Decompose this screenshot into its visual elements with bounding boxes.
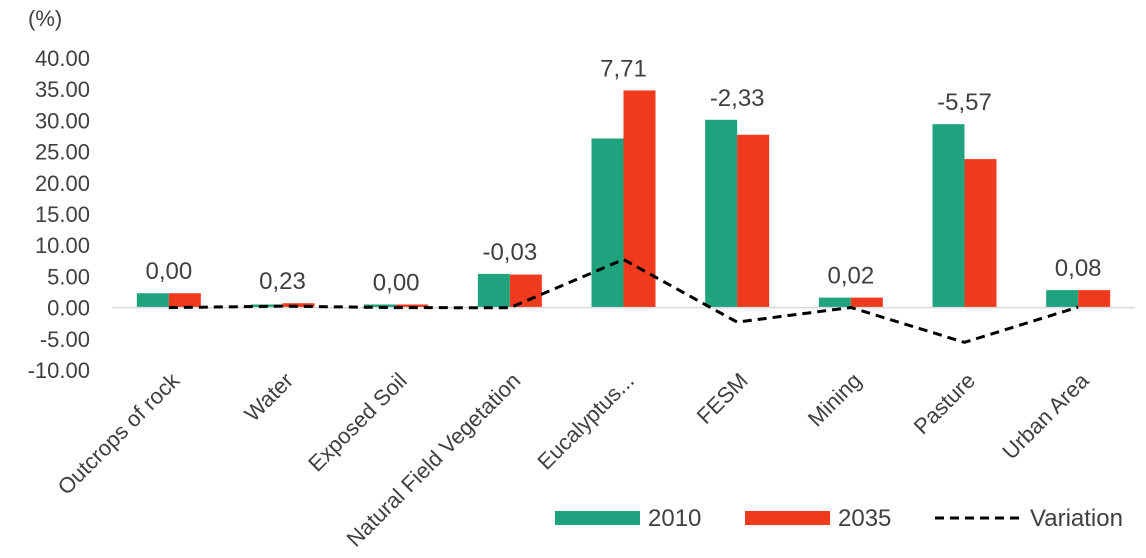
data-label-pasture: -5,57 [937, 89, 992, 116]
bar-2035-exposed-soil [396, 304, 429, 308]
x-tick-label-mining: Mining [803, 368, 867, 432]
bar-2010-outcrops-of-rock [136, 293, 169, 308]
y-tick-label: -10.00 [28, 358, 90, 383]
variation-line [168, 257, 1079, 344]
y-axis-ticks: 40.00 35.00 30.00 25.00 20.00 15.00 10.00 5.00 0… [28, 46, 90, 383]
bars [136, 90, 1111, 308]
x-tick-label-exposed-soil: Exposed Soil [303, 368, 411, 476]
bar-2035-urban-area [1078, 290, 1111, 308]
data-label-eucalyptus: 7,71 [600, 55, 647, 82]
legend: 2010 2035 Variation [555, 505, 1123, 532]
bar-2035-outcrops-of-rock [168, 293, 201, 308]
bar-2035-pasture [964, 159, 997, 308]
y-axis-label: (%) [28, 6, 62, 31]
bar-2010-natural-field-vegetation [477, 273, 510, 308]
bar-2035-eucalyptus [623, 90, 656, 308]
y-tick-label: 5.00 [47, 264, 90, 289]
bar-2010-urban-area [1046, 290, 1079, 308]
bar-2035-water [282, 303, 315, 308]
data-label-mining: 0,02 [827, 263, 874, 290]
y-tick-label: 25.00 [35, 140, 90, 165]
y-tick-label: 0.00 [47, 296, 90, 321]
bar-2010-mining [818, 297, 851, 308]
legend-label-variation: Variation [1030, 505, 1123, 532]
bar-2035-fesm [737, 134, 770, 308]
bar-2010-fesm [705, 119, 738, 308]
data-label-outcrops-of-rock: 0,00 [145, 258, 192, 285]
x-tick-label-fesm: FESM [692, 368, 753, 429]
bar-2035-natural-field-vegetation [509, 274, 542, 308]
y-tick-label: 35.00 [35, 77, 90, 102]
x-tick-label-pasture: Pasture [909, 368, 980, 439]
x-tick-label-eucalyptus: Eucalyptus... [532, 368, 639, 475]
y-tick-label: 10.00 [35, 233, 90, 258]
data-label-water: 0,23 [259, 268, 306, 295]
variation-line-group [168, 257, 1079, 344]
bar-2035-mining [850, 297, 883, 308]
legend-label-2035: 2035 [838, 505, 891, 532]
data-labels: 0,00 0,23 0,00 -0,03 7,71 -2,33 0,02 -5,57 0,08 [145, 55, 1101, 296]
y-tick-label: 40.00 [35, 46, 90, 71]
bar-2010-pasture [932, 124, 965, 308]
x-tick-label-urban-area: Urban Area [997, 367, 1094, 464]
y-tick-label: 15.00 [35, 202, 90, 227]
y-tick-label: -5.00 [40, 327, 90, 352]
data-label-natural-field-vegetation: -0,03 [482, 239, 537, 266]
legend-label-2010: 2010 [648, 505, 701, 532]
y-tick-label: 20.00 [35, 171, 90, 196]
x-tick-label-water: Water [239, 368, 298, 427]
legend-swatch-2010 [555, 511, 640, 525]
x-tick-label-outcrops-of-rock: Outcrops of rock [53, 367, 186, 500]
data-label-exposed-soil: 0,00 [373, 269, 420, 296]
legend-swatch-2035 [745, 511, 830, 525]
bar-2010-eucalyptus [591, 138, 624, 308]
data-label-fesm: -2,33 [710, 85, 765, 112]
data-label-urban-area: 0,08 [1055, 255, 1102, 282]
y-tick-label: 30.00 [35, 108, 90, 133]
